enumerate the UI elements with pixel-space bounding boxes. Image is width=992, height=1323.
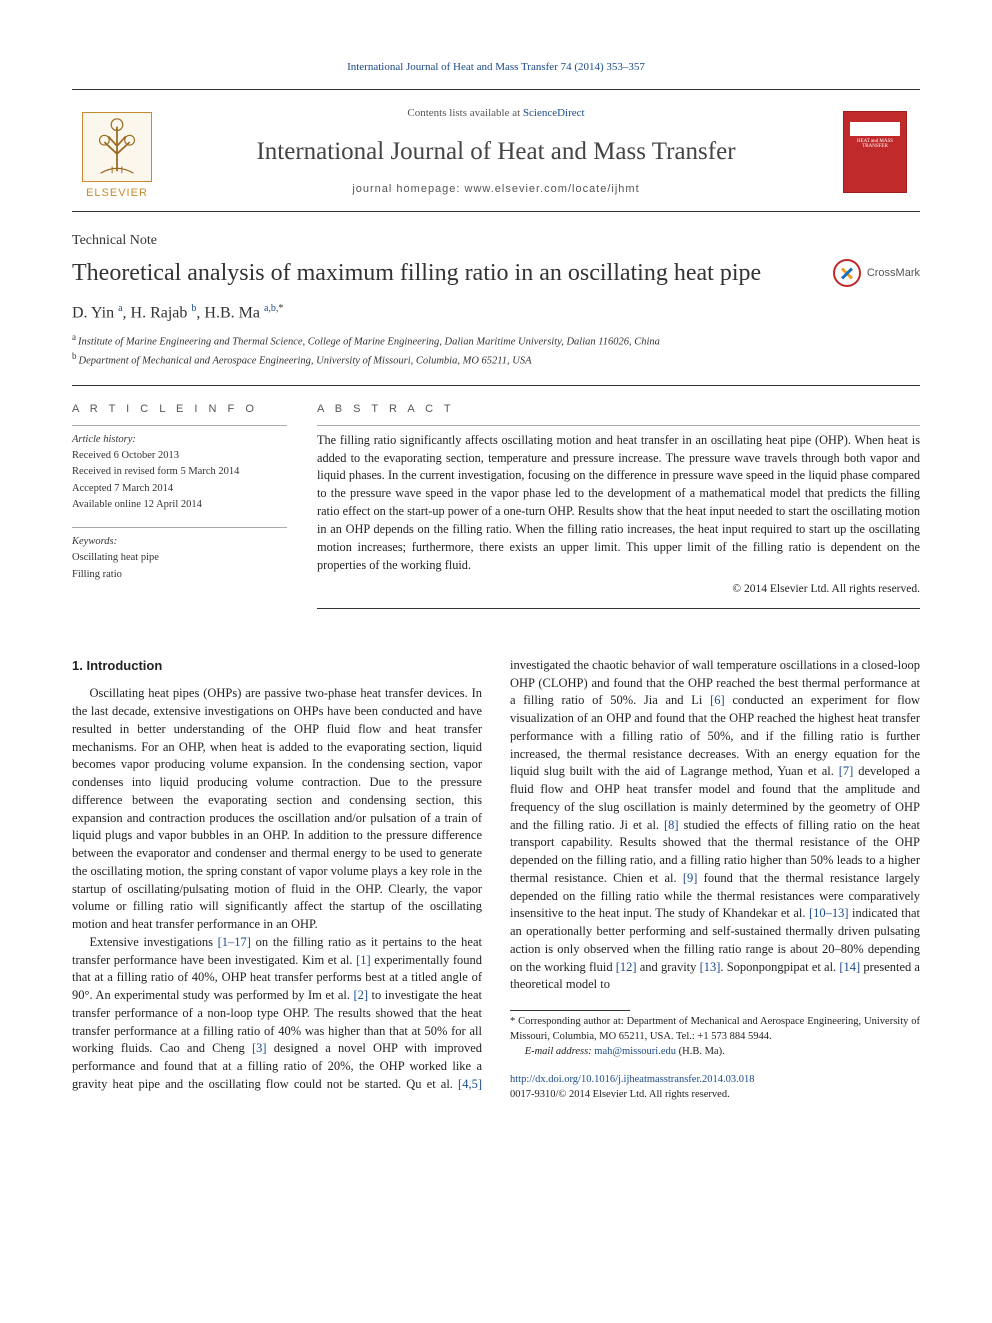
footnotes: * Corresponding author at: Department of… <box>510 1015 920 1059</box>
citation-link[interactable]: [14] <box>839 960 860 974</box>
journal-cover-thumb: HEAT and MASS TRANSFER <box>843 111 907 193</box>
article-title: Theoretical analysis of maximum filling … <box>72 257 819 289</box>
crossmark-widget[interactable]: CrossMark <box>833 259 920 287</box>
citation-link[interactable]: [12] <box>616 960 637 974</box>
section-heading: 1. Introduction <box>72 657 482 675</box>
citation-link[interactable]: [13] <box>700 960 721 974</box>
affiliations: aInstitute of Marine Engineering and The… <box>72 331 920 368</box>
masthead: ELSEVIER Contents lists available at Sci… <box>72 94 920 207</box>
publisher-block: ELSEVIER <box>72 102 162 201</box>
abstract-text: The filling ratio significantly affects … <box>317 425 920 575</box>
citation-link[interactable]: [10–13] <box>809 906 849 920</box>
footer-block: http://dx.doi.org/10.1016/j.ijheatmasstr… <box>510 1073 920 1102</box>
homepage-url[interactable]: www.elsevier.com/locate/ijhmt <box>465 183 640 195</box>
doi-link[interactable]: http://dx.doi.org/10.1016/j.ijheatmasstr… <box>510 1074 755 1085</box>
citation-link[interactable]: [1–17] <box>218 935 251 949</box>
citation-link[interactable]: [3] <box>252 1041 267 1055</box>
top-rule <box>72 89 920 90</box>
crossmark-icon <box>833 259 861 287</box>
citation-link[interactable]: [6] <box>710 693 725 707</box>
body-paragraph: Oscillating heat pipes (OHPs) are passiv… <box>72 685 482 934</box>
keyword: Filling ratio <box>72 567 287 583</box>
sciencedirect-link[interactable]: ScienceDirect <box>523 107 585 119</box>
article-info-head: A R T I C L E I N F O <box>72 402 287 417</box>
history-line: Available online 12 April 2014 <box>72 497 287 513</box>
abstract-foot-rule <box>317 608 920 609</box>
contents-line: Contents lists available at ScienceDirec… <box>172 106 820 121</box>
masthead-bottom-rule <box>72 211 920 212</box>
issn-copyright: 0017-9310/© 2014 Elsevier Ltd. All right… <box>510 1088 920 1103</box>
citation-link[interactable]: International Journal of Heat and Mass T… <box>347 61 645 73</box>
citation-link[interactable]: [8] <box>664 818 679 832</box>
keyword: Oscillating heat pipe <box>72 550 287 566</box>
citation-link[interactable]: [2] <box>353 988 368 1002</box>
citation-link[interactable]: [7] <box>839 764 854 778</box>
footnote-rule <box>510 1010 630 1011</box>
publisher-name: ELSEVIER <box>86 186 148 201</box>
citation-link[interactable]: [9] <box>683 871 698 885</box>
citation-header: International Journal of Heat and Mass T… <box>72 60 920 75</box>
history-line: Received in revised form 5 March 2014 <box>72 464 287 480</box>
authors-line: D. Yin a, H. Rajab b, H.B. Ma a,b,* <box>72 302 920 324</box>
body-columns: 1. Introduction Oscillating heat pipes (… <box>72 657 920 1103</box>
abstract-head: A B S T R A C T <box>317 402 920 417</box>
email-link[interactable]: mah@missouri.edu <box>594 1046 676 1057</box>
history-line: Accepted 7 March 2014 <box>72 481 287 497</box>
elsevier-logo <box>82 112 152 182</box>
crossmark-label: CrossMark <box>867 266 920 281</box>
abstract-copyright: © 2014 Elsevier Ltd. All rights reserved… <box>317 582 920 598</box>
citation-link[interactable]: [4,5] <box>458 1077 482 1091</box>
history-line: Received 6 October 2013 <box>72 448 287 464</box>
article-history: Article history: Received 6 October 2013… <box>72 425 287 513</box>
homepage-line: journal homepage: www.elsevier.com/locat… <box>172 182 820 197</box>
citation-link[interactable]: [1] <box>356 953 371 967</box>
article-type: Technical Note <box>72 232 920 251</box>
journal-name: International Journal of Heat and Mass T… <box>172 135 820 169</box>
keywords-block: Keywords: Oscillating heat pipe Filling … <box>72 527 287 583</box>
